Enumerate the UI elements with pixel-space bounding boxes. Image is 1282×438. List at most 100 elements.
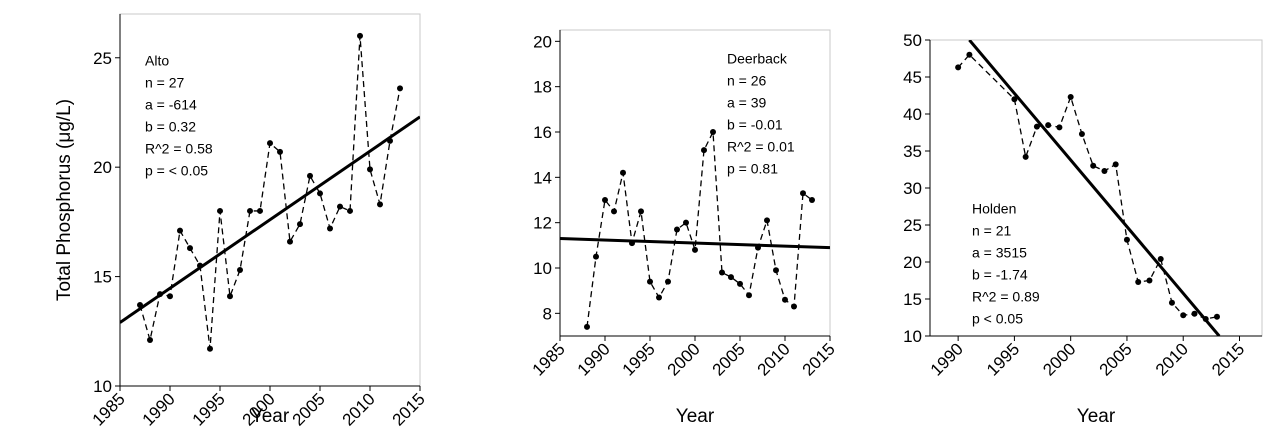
point xyxy=(307,172,313,179)
y-tick-label: 20 xyxy=(93,158,112,177)
x-tick-label: 1985 xyxy=(529,339,569,379)
point xyxy=(782,296,788,303)
annotation: n = 26 xyxy=(727,73,767,89)
annotation: p < 0.05 xyxy=(972,311,1023,327)
point xyxy=(647,278,653,285)
y-tick-label: 10 xyxy=(93,377,112,396)
x-tick-label: 2010 xyxy=(1152,339,1192,379)
y-tick-label: 8 xyxy=(543,304,552,323)
y-tick-label: 18 xyxy=(533,78,552,97)
point xyxy=(800,190,806,197)
x-axis-label: Year xyxy=(676,406,715,427)
point xyxy=(247,207,253,214)
point xyxy=(1056,124,1063,131)
point xyxy=(207,345,213,352)
point xyxy=(1067,93,1074,100)
point xyxy=(1168,299,1175,306)
point xyxy=(809,197,815,203)
point xyxy=(791,303,797,310)
x-tick-label: 2000 xyxy=(664,339,704,379)
x-tick-label: 1995 xyxy=(189,389,229,429)
y-tick-label: 40 xyxy=(903,105,922,124)
point xyxy=(1022,153,1029,160)
y-tick-label: 20 xyxy=(903,253,922,272)
x-tick-label: 2015 xyxy=(389,389,429,429)
y-tick-label: 15 xyxy=(93,268,112,287)
trend-line xyxy=(968,40,1221,336)
point xyxy=(611,208,617,215)
x-axis-label: Year xyxy=(251,406,290,427)
annotation: Alto xyxy=(145,53,169,69)
point xyxy=(665,278,671,285)
annotation: a = 3515 xyxy=(972,245,1027,261)
y-axis-label: Total Phosphorus (μg/L) xyxy=(54,99,75,301)
trend-line xyxy=(560,237,830,250)
x-tick-label: 1990 xyxy=(927,339,967,379)
annotation: Deerback xyxy=(727,51,788,67)
point xyxy=(1078,130,1085,137)
annotation: b = 0.32 xyxy=(145,119,196,135)
point xyxy=(237,267,243,274)
y-tick-label: 10 xyxy=(903,327,922,346)
point xyxy=(955,64,962,71)
y-tick-label: 14 xyxy=(533,168,552,187)
point xyxy=(257,207,263,214)
point xyxy=(347,207,353,214)
point xyxy=(397,85,403,92)
point xyxy=(327,225,333,232)
point xyxy=(1101,167,1108,174)
annotation: R^2 = 0.89 xyxy=(972,289,1040,305)
point xyxy=(1180,312,1187,319)
x-tick-label: 2010 xyxy=(339,389,379,429)
x-tick-label: 2005 xyxy=(1096,339,1136,379)
point xyxy=(764,217,770,224)
panel: 8 10 12 14 16 18 20 1985 1990 1995 2000 2005 2010 201… xyxy=(529,29,839,427)
trend-line xyxy=(120,115,420,324)
x-tick-label: 1990 xyxy=(574,339,614,379)
x-tick-label: 2005 xyxy=(709,339,749,379)
x-axis-label: Year xyxy=(1077,406,1116,427)
point xyxy=(187,245,193,252)
point xyxy=(287,238,293,245)
point xyxy=(1146,277,1153,284)
point xyxy=(1157,256,1164,263)
x-tick-label: 2015 xyxy=(799,339,839,379)
y-tick-label: 45 xyxy=(903,68,922,87)
point xyxy=(297,221,303,228)
annotation: b = -1.74 xyxy=(972,267,1028,283)
y-tick-label: 15 xyxy=(903,290,922,309)
x-tick-label: 1995 xyxy=(983,339,1023,379)
point xyxy=(1045,122,1052,129)
point xyxy=(177,227,183,234)
point xyxy=(674,226,680,233)
point xyxy=(701,147,707,154)
point xyxy=(593,253,599,260)
point xyxy=(773,267,779,274)
point xyxy=(656,294,662,301)
annotation: p = < 0.05 xyxy=(145,163,208,179)
annotation: R^2 = 0.01 xyxy=(727,139,795,155)
y-tick-label: 25 xyxy=(93,49,112,68)
point xyxy=(317,190,323,197)
plot-frame xyxy=(559,29,831,337)
point xyxy=(602,197,608,203)
point xyxy=(1090,162,1097,169)
point xyxy=(728,274,734,281)
y-tick-label: 30 xyxy=(903,179,922,198)
x-tick-label: 2010 xyxy=(754,339,794,379)
annotation: n = 27 xyxy=(145,75,185,91)
point xyxy=(377,201,383,208)
annotation: p = 0.81 xyxy=(727,161,778,177)
point xyxy=(692,246,698,253)
point xyxy=(638,208,644,215)
y-tick-label: 35 xyxy=(903,142,922,161)
point xyxy=(167,293,173,300)
point xyxy=(217,207,223,214)
dashed-line xyxy=(586,129,813,328)
annotation: Holden xyxy=(972,201,1016,217)
point xyxy=(1191,310,1198,317)
point xyxy=(147,337,153,344)
x-tick-label: 2000 xyxy=(1039,339,1079,379)
point xyxy=(710,129,716,135)
